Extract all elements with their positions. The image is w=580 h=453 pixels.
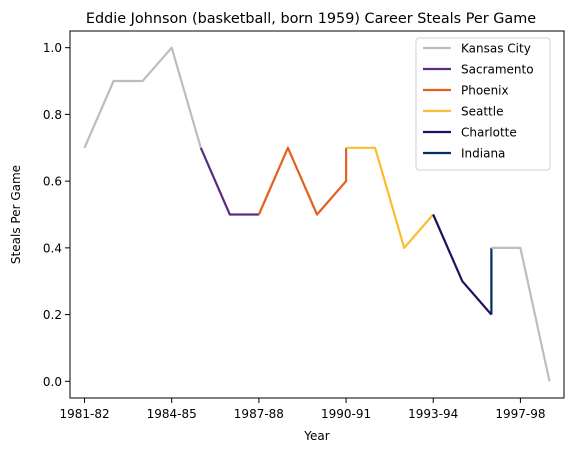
y-tick-label: 1.0: [43, 41, 62, 55]
legend-label: Sacramento: [461, 63, 534, 77]
x-tick-label: 1987-88: [234, 407, 284, 421]
x-axis-label: Year: [303, 429, 329, 443]
series-line-phoenix: [257, 146, 348, 216]
legend-label: Seattle: [461, 105, 503, 119]
series-line-sacramento: [199, 147, 259, 216]
y-axis-label: Steals Per Game: [9, 165, 23, 264]
series-line-kansas-city-return-6: [491, 246, 551, 382]
y-tick-label: 0.8: [43, 108, 62, 122]
y-tick-label: 0.4: [43, 241, 62, 255]
axes-frame: [69, 30, 565, 399]
y-axis-ticks: 0.0 0.2 0.4 0.6 0.8 1.0: [43, 41, 70, 389]
legend-box: [415, 37, 551, 171]
plot-area: [83, 46, 551, 382]
x-tick-label: 1990-91: [321, 407, 371, 421]
x-tick-label: 1984-85: [147, 407, 197, 421]
x-axis-ticks: 1981-82 1984-85 1987-88 1990-91 1993-94 1997-…: [59, 398, 545, 421]
legend-label: Phoenix: [461, 84, 509, 98]
legend-label: Indiana: [461, 147, 505, 161]
y-tick-label: 0.0: [43, 375, 62, 389]
x-tick-label: 1981-82: [59, 407, 109, 421]
legend-label: Kansas City: [461, 42, 531, 56]
series-line-seattle: [346, 146, 435, 249]
x-tick-label: 1993-94: [408, 407, 458, 421]
y-tick-label: 0.6: [43, 175, 62, 189]
legend: Kansas City Sacramento Phoenix Seattle Charl…: [415, 37, 551, 171]
series-line-kansas-city: [83, 46, 202, 149]
x-tick-label: 1997-98: [495, 407, 545, 421]
y-tick-label: 0.2: [43, 308, 62, 322]
series-line-charlotte: [432, 214, 493, 316]
legend-label: Charlotte: [461, 126, 517, 140]
chart-title: Eddie Johnson (basketball, born 1959) Ca…: [86, 11, 536, 27]
